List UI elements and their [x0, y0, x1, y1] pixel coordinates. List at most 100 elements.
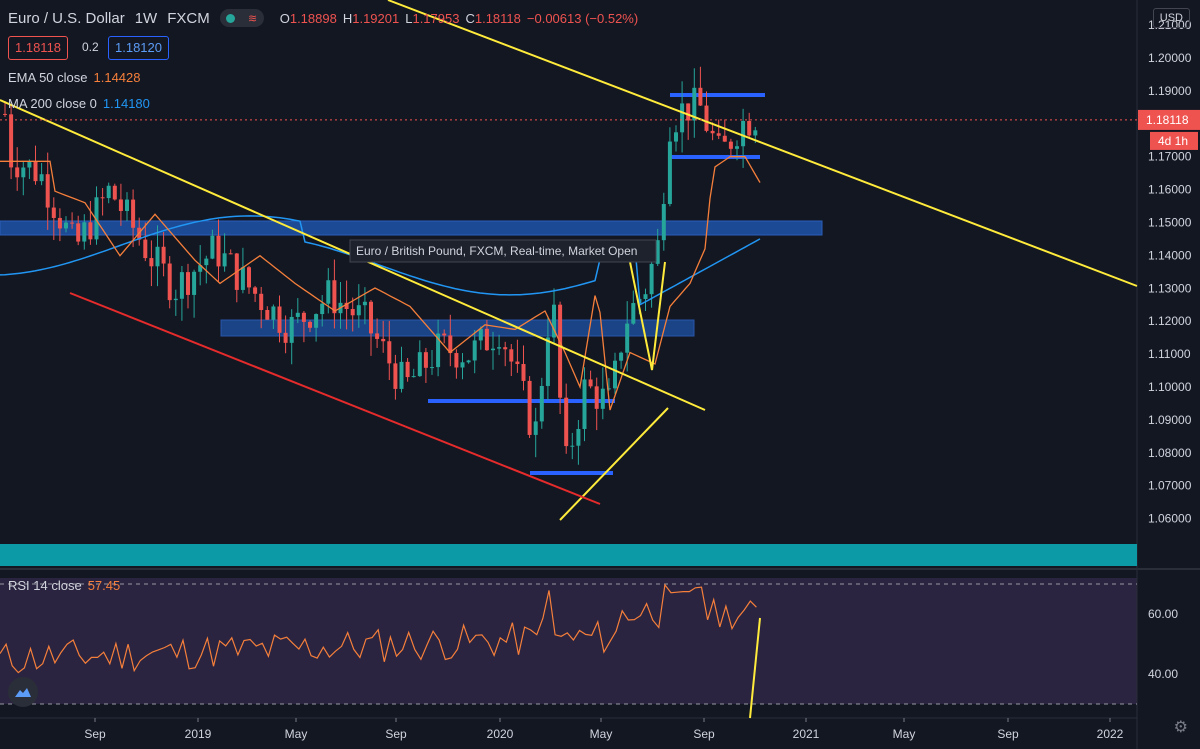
candle-body [716, 133, 721, 136]
candle-body [192, 271, 197, 295]
currency-button[interactable]: USD [1152, 8, 1190, 28]
candle-body [82, 222, 87, 242]
change-value: −0.00613 (−0.52%) [526, 10, 639, 26]
spread-value: 0.2 [82, 40, 99, 54]
candle-body [320, 303, 325, 315]
candle-body [39, 174, 44, 182]
candle-body [588, 379, 593, 387]
candle-body [240, 267, 245, 290]
candle-body [326, 280, 331, 304]
time-axis-label: Sep [84, 727, 106, 741]
candle-body [362, 301, 367, 306]
candle-body [118, 199, 123, 211]
price-tick-label: 1.21000 [1148, 18, 1192, 32]
candle-body [686, 103, 691, 121]
candle-body [484, 328, 489, 351]
candle-body [521, 364, 526, 381]
ema-legend[interactable]: EMA 50 close 1.14428 [8, 70, 141, 85]
candle-body [51, 207, 56, 218]
candle-body [753, 130, 758, 136]
candle-body [667, 141, 672, 204]
candle-body [100, 197, 105, 199]
candle-body [545, 337, 550, 386]
buy-price-button[interactable]: 1.18120 [108, 36, 169, 60]
candle-body [527, 380, 532, 435]
sell-price-button[interactable]: 1.18118 [8, 36, 69, 60]
last-price-label: 1.18118 [1146, 113, 1189, 127]
candle-body [57, 217, 62, 229]
candle-body [710, 130, 715, 134]
candle-body [594, 386, 599, 409]
countdown-badge [1150, 131, 1198, 150]
candle-body [314, 314, 319, 328]
time-axis-label: 2019 [185, 727, 212, 741]
candle-body [387, 341, 392, 364]
teal-zone-band [0, 544, 1137, 566]
candle-body [3, 113, 7, 115]
last-price-badge [1138, 109, 1200, 130]
candle-body [179, 272, 184, 299]
candle-body [674, 132, 678, 142]
countdown-label: 4d 1h [1158, 134, 1188, 148]
price-tick-label: 1.13000 [1148, 281, 1192, 295]
candle-body [204, 258, 209, 266]
symbol-title[interactable]: Euro / U.S. Dollar [8, 9, 125, 27]
candle-body [423, 352, 428, 368]
candle-body [503, 347, 508, 350]
candle-body [619, 352, 624, 361]
candle-body [149, 258, 154, 267]
tradingview-logo-icon[interactable] [8, 677, 38, 707]
rsi-drawn-line [749, 617, 761, 719]
timeframe-label[interactable]: 1W [134, 9, 158, 27]
ema-50-line [0, 156, 761, 411]
candle-body [173, 298, 178, 301]
candle-body [430, 367, 434, 369]
time-axis-label: Sep [385, 727, 407, 741]
candle-body [64, 222, 68, 229]
time-axis-label: Sep [693, 727, 715, 741]
rsi-line [0, 583, 757, 674]
candle-body [442, 333, 447, 336]
support-trendline-lower [69, 292, 601, 505]
candle-body [417, 352, 422, 377]
time-axis-label: 2020 [487, 727, 514, 741]
candle-body [704, 105, 709, 131]
candle-body [253, 287, 258, 294]
support-zone-1-15 [0, 220, 823, 236]
candle-body [289, 316, 294, 343]
candle-body [643, 294, 648, 299]
candle-body [497, 347, 502, 349]
candle-body [393, 363, 398, 389]
candle-body [33, 161, 38, 182]
candle-body [228, 253, 233, 255]
broker-label: FXCM [167, 9, 210, 27]
price-tick-label: 1.17000 [1148, 150, 1192, 164]
candle-body [728, 141, 733, 149]
candle-body [356, 305, 361, 316]
price-tick-label: 1.06000 [1148, 512, 1192, 526]
candle-body [698, 87, 703, 106]
market-status-toggle[interactable]: ≋ [219, 9, 264, 27]
rsi-tick-label: 60.00 [1148, 607, 1178, 621]
candle-body [472, 340, 477, 361]
candle-body [247, 267, 251, 288]
price-tick-label: 1.09000 [1148, 413, 1192, 427]
ma-legend[interactable]: MA 200 close 0 1.14180 [8, 96, 150, 111]
candle-body [381, 338, 386, 342]
candle-body [454, 353, 459, 368]
candle-body [131, 199, 136, 228]
price-tick-label: 1.08000 [1148, 446, 1192, 460]
candle-body [45, 174, 50, 208]
candle-body [283, 332, 288, 343]
candle-body [27, 161, 32, 168]
candle-body [655, 240, 660, 264]
settings-gear-icon[interactable]: ⚙ [1173, 719, 1188, 736]
rsi-legend[interactable]: RSI 14 close 57.45 [8, 578, 121, 593]
time-axis-label: Sep [997, 727, 1019, 741]
candle-body [606, 388, 611, 390]
price-tick-label: 1.19000 [1148, 84, 1192, 98]
candle-body [155, 246, 160, 267]
candle-body [405, 361, 410, 378]
candle-body [411, 376, 416, 378]
